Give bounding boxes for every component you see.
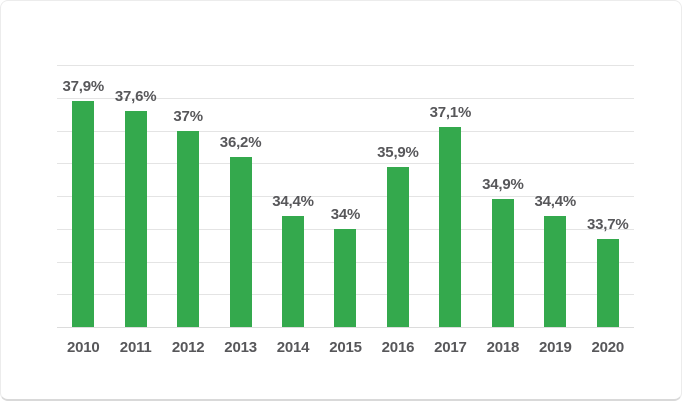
bar	[334, 228, 357, 327]
gridline	[57, 163, 634, 165]
bar-slot: 37,6%	[109, 65, 161, 327]
bar	[282, 215, 305, 327]
bar	[386, 166, 409, 327]
bar-value-label: 37%	[173, 107, 203, 125]
gridline	[57, 130, 634, 132]
bar	[72, 101, 95, 327]
bars-layer: 37,9% 37,6% 37% 36,2% 34,4% 34% 35,9% 37,1% 34,9…	[57, 65, 634, 327]
plot-area: 37,9% 37,6% 37% 36,2% 34,4% 34% 35,9% 37,1% 34,9…	[57, 65, 634, 328]
bar-slot: 37,1%	[424, 65, 476, 327]
x-axis-label: 2018	[486, 339, 520, 356]
x-axis-label: 2010	[66, 339, 100, 356]
bar-slot: 36,2%	[214, 65, 266, 327]
x-axis-label: 2017	[434, 339, 467, 356]
bar-value-label: 34,9%	[482, 176, 524, 194]
x-axis-label: 2019	[539, 339, 572, 356]
bar-value-label: 36,2%	[219, 133, 262, 151]
bar-slot: 37%	[162, 65, 214, 327]
bar-slot: 34,4%	[529, 65, 581, 327]
bar-value-label: 33,7%	[586, 215, 629, 233]
x-axis-line	[57, 327, 634, 328]
x-axis-label: 2020	[591, 339, 625, 356]
bar-value-label: 35,9%	[377, 143, 419, 161]
gridline	[57, 65, 634, 66]
x-axis-labels: 2010 2011 2012 2013 2014 2015 2016 2017 2018 2019…	[57, 339, 634, 356]
x-axis-label: 2015	[329, 339, 362, 356]
bar	[491, 199, 514, 327]
x-axis-label: 2013	[224, 339, 257, 356]
bar-value-label: 34,4%	[534, 192, 577, 210]
bar-value-label: 34%	[330, 205, 361, 223]
bar	[439, 127, 462, 327]
bar-value-label: 37,6%	[114, 87, 157, 105]
x-axis-label: 2016	[381, 339, 415, 356]
bar	[177, 130, 200, 327]
bar-slot: 33,7%	[582, 65, 634, 327]
bar-slot: 35,9%	[372, 65, 424, 327]
bar-slot: 34,4%	[267, 65, 319, 327]
bar-value-label: 34,4%	[272, 192, 314, 210]
bar-value-label: 37,1%	[429, 104, 472, 122]
bar	[544, 215, 567, 327]
bar	[229, 156, 252, 327]
x-axis-label: 2011	[119, 339, 152, 356]
bar-value-label: 37,9%	[62, 78, 104, 96]
x-axis-label: 2012	[171, 339, 205, 356]
gridline	[57, 97, 634, 99]
x-axis-label: 2014	[276, 339, 310, 356]
bar	[596, 238, 619, 327]
gridline	[57, 196, 634, 197]
bar-slot: 34%	[319, 65, 371, 327]
bar	[124, 110, 147, 327]
bar-slot: 34,9%	[477, 65, 529, 327]
bar-slot: 37,9%	[57, 65, 109, 327]
